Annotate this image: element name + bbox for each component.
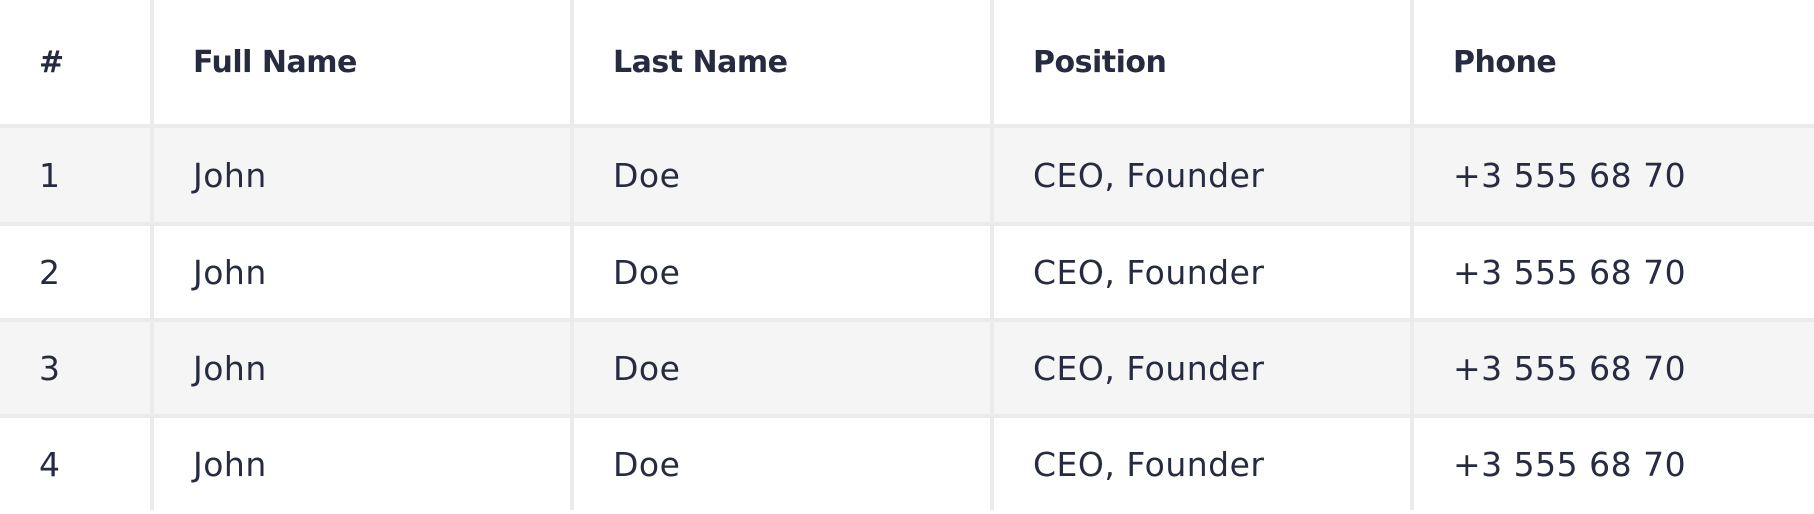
cell-full-name: John bbox=[154, 322, 570, 414]
cell-position: CEO, Founder bbox=[994, 226, 1410, 318]
cell-number: 1 bbox=[0, 128, 150, 222]
table-body: 1 John Doe CEO, Founder +3 555 68 70 2 J… bbox=[0, 128, 1814, 510]
cell-full-name: John bbox=[154, 418, 570, 510]
table-header: # Full Name Last Name Position Phone bbox=[0, 0, 1814, 124]
cell-last-name: Doe bbox=[574, 226, 990, 318]
column-header-position[interactable]: Position bbox=[994, 0, 1410, 124]
column-header-phone[interactable]: Phone bbox=[1414, 0, 1814, 124]
column-header-number[interactable]: # bbox=[0, 0, 150, 124]
table-row[interactable]: 2 John Doe CEO, Founder +3 555 68 70 bbox=[0, 226, 1814, 318]
cell-last-name: Doe bbox=[574, 128, 990, 222]
header-row: # Full Name Last Name Position Phone bbox=[0, 0, 1814, 124]
table-row[interactable]: 1 John Doe CEO, Founder +3 555 68 70 bbox=[0, 128, 1814, 222]
cell-position: CEO, Founder bbox=[994, 418, 1410, 510]
cell-phone: +3 555 68 70 bbox=[1414, 128, 1814, 222]
cell-number: 3 bbox=[0, 322, 150, 414]
cell-last-name: Doe bbox=[574, 418, 990, 510]
column-header-last-name[interactable]: Last Name bbox=[574, 0, 990, 124]
table-row[interactable]: 3 John Doe CEO, Founder +3 555 68 70 bbox=[0, 322, 1814, 414]
cell-phone: +3 555 68 70 bbox=[1414, 226, 1814, 318]
table-row[interactable]: 4 John Doe CEO, Founder +3 555 68 70 bbox=[0, 418, 1814, 510]
cell-number: 2 bbox=[0, 226, 150, 318]
cell-full-name: John bbox=[154, 128, 570, 222]
cell-position: CEO, Founder bbox=[994, 322, 1410, 414]
column-header-full-name[interactable]: Full Name bbox=[154, 0, 570, 124]
cell-full-name: John bbox=[154, 226, 570, 318]
cell-number: 4 bbox=[0, 418, 150, 510]
cell-last-name: Doe bbox=[574, 322, 990, 414]
cell-phone: +3 555 68 70 bbox=[1414, 322, 1814, 414]
cell-position: CEO, Founder bbox=[994, 128, 1410, 222]
cell-phone: +3 555 68 70 bbox=[1414, 418, 1814, 510]
